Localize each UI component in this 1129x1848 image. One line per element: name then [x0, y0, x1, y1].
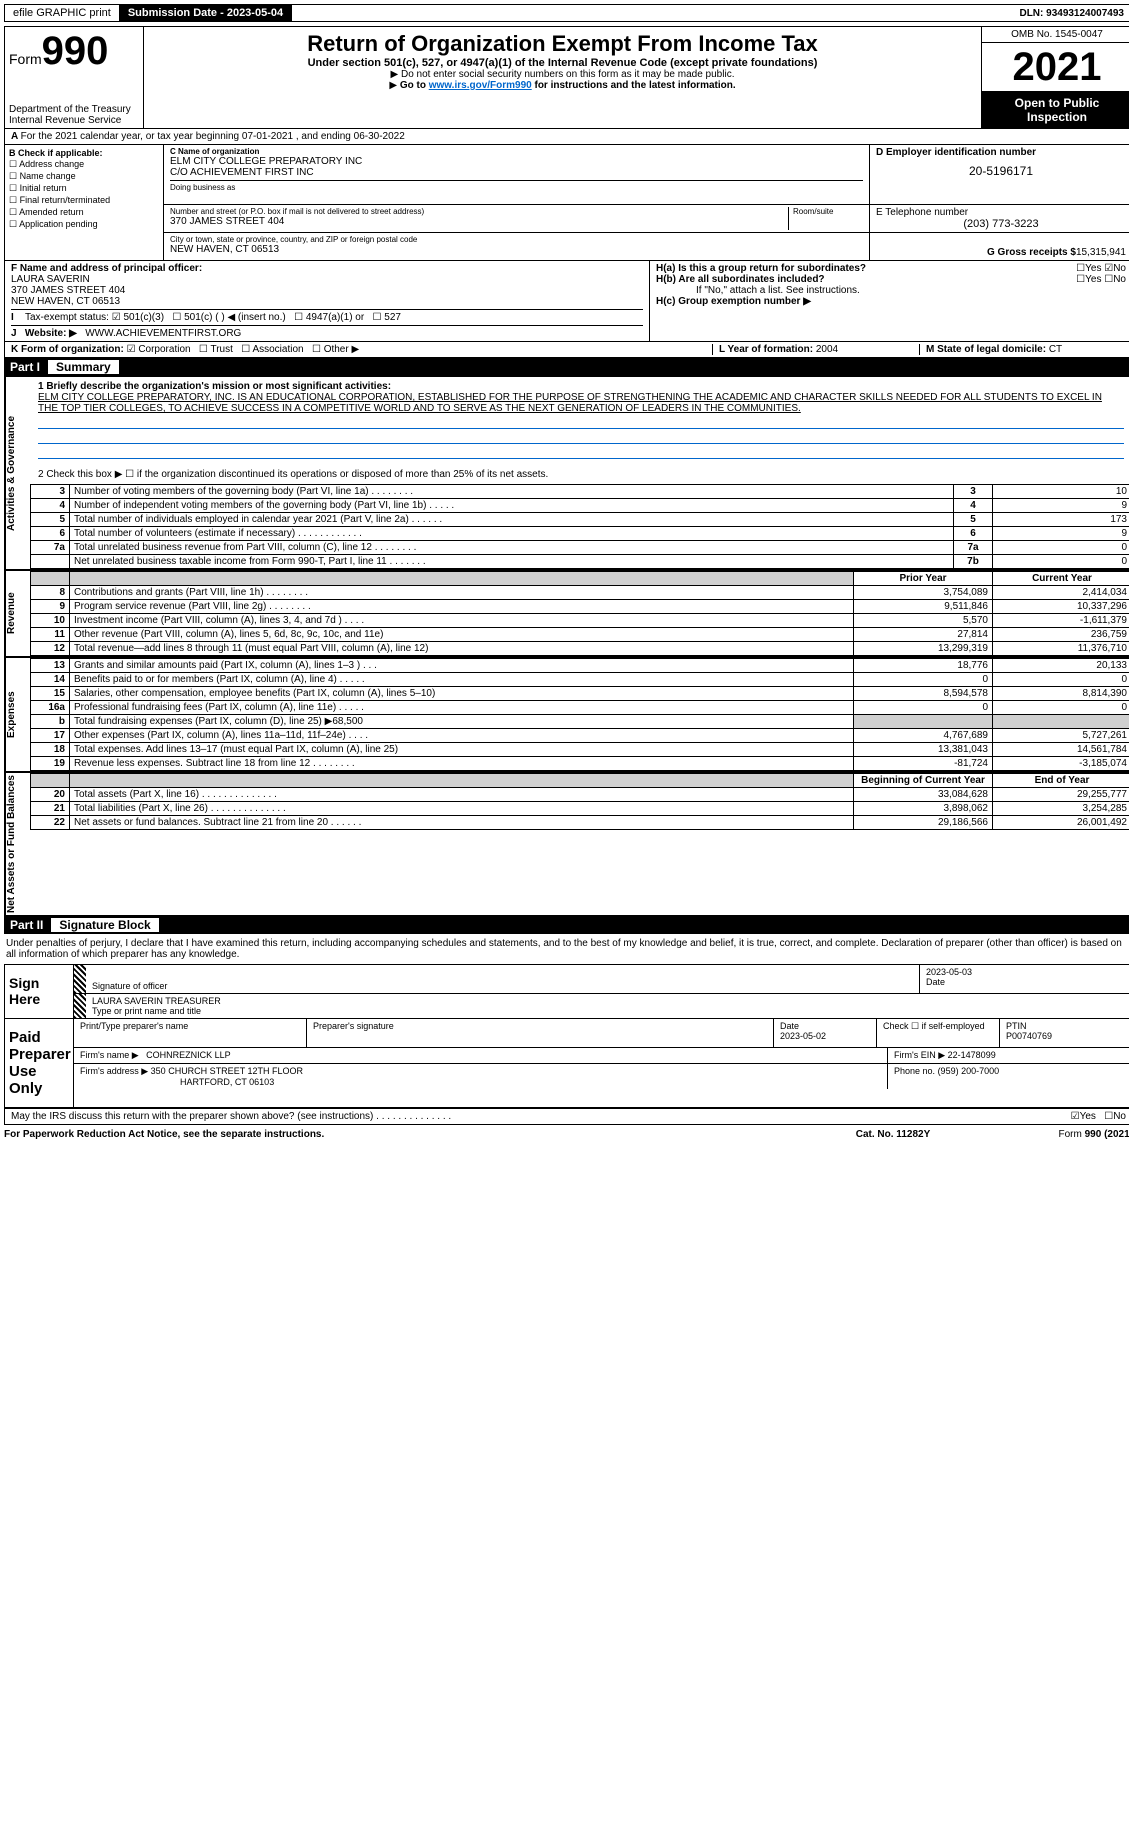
- org-care: C/O ACHIEVEMENT FIRST INC: [170, 167, 863, 178]
- part1-header: Part I Summary: [4, 358, 1129, 376]
- dln: DLN: 93493124007493: [1011, 6, 1129, 21]
- row-a: A For the 2021 calendar year, or tax yea…: [4, 129, 1129, 145]
- irs-link[interactable]: www.irs.gov/Form990: [429, 80, 532, 91]
- chk-name[interactable]: Name change: [9, 171, 159, 182]
- chk-address[interactable]: Address change: [9, 159, 159, 170]
- topbar: efile GRAPHIC print Submission Date - 20…: [4, 4, 1129, 22]
- declaration: Under penalties of perjury, I declare th…: [4, 934, 1129, 964]
- footer: For Paperwork Reduction Act Notice, see …: [4, 1129, 1129, 1140]
- title: Return of Organization Exempt From Incom…: [148, 31, 977, 57]
- part2-header: Part II Signature Block: [4, 916, 1129, 934]
- subtitle-1: Under section 501(c), 527, or 4947(a)(1)…: [148, 57, 977, 69]
- form-number: Form990: [9, 29, 139, 74]
- ptin: P00740769: [1006, 1031, 1052, 1041]
- sign-here-block: Sign Here Signature of officer 2023-05-0…: [4, 964, 1129, 1019]
- org-name: ELM CITY COLLEGE PREPARATORY INC: [170, 156, 863, 167]
- part1-body: Activities & Governance 1 Briefly descri…: [4, 376, 1129, 916]
- chk-final[interactable]: Final return/terminated: [9, 195, 159, 206]
- officer-name: LAURA SAVERIN: [11, 274, 90, 285]
- dept: Department of the Treasury Internal Reve…: [9, 104, 139, 126]
- omb: OMB No. 1545-0047: [982, 27, 1129, 43]
- chk-501c3[interactable]: 501(c)(3): [112, 312, 164, 323]
- block-b: B Check if applicable: Address change Na…: [5, 145, 164, 260]
- gross-receipts: 15,315,941: [1076, 247, 1126, 258]
- row-fgh: F Name and address of principal officer:…: [4, 261, 1129, 342]
- officer-sig-name: LAURA SAVERIN TREASURER: [92, 996, 1126, 1006]
- phone: (203) 773-3223: [876, 218, 1126, 230]
- form-header: Form990 Department of the Treasury Inter…: [4, 26, 1129, 129]
- side-expenses: Expenses: [5, 658, 30, 771]
- chk-pending[interactable]: Application pending: [9, 219, 159, 230]
- open-to-public: Open to Public Inspection: [982, 92, 1129, 128]
- city: NEW HAVEN, CT 06513: [170, 244, 863, 255]
- efile-tab[interactable]: efile GRAPHIC print: [5, 5, 120, 21]
- subtitle-3: Go to www.irs.gov/Form990 for instructio…: [148, 80, 977, 91]
- may-discuss: May the IRS discuss this return with the…: [4, 1108, 1129, 1125]
- side-revenue: Revenue: [5, 571, 30, 656]
- submission-tab[interactable]: Submission Date - 2023-05-04: [120, 5, 292, 21]
- website[interactable]: WWW.ACHIEVEMENTFIRST.ORG: [85, 328, 241, 339]
- mission-text: ELM CITY COLLEGE PREPARATORY, INC. IS AN…: [38, 392, 1124, 414]
- side-net: Net Assets or Fund Balances: [5, 773, 30, 915]
- chk-initial[interactable]: Initial return: [9, 183, 159, 194]
- street: 370 JAMES STREET 404: [170, 216, 788, 227]
- row-klm: K Form of organization: Corporation Trus…: [4, 342, 1129, 358]
- firm-name: COHNREZNICK LLP: [146, 1050, 231, 1060]
- tax-year: 2021: [982, 43, 1129, 92]
- ein: 20-5196171: [876, 164, 1126, 178]
- subtitle-2: Do not enter social security numbers on …: [148, 69, 977, 80]
- paid-preparer-block: Paid Preparer Use Only Print/Type prepar…: [4, 1019, 1129, 1108]
- chk-amended[interactable]: Amended return: [9, 207, 159, 218]
- block-bcd: B Check if applicable: Address change Na…: [4, 145, 1129, 261]
- side-governance: Activities & Governance: [5, 377, 30, 569]
